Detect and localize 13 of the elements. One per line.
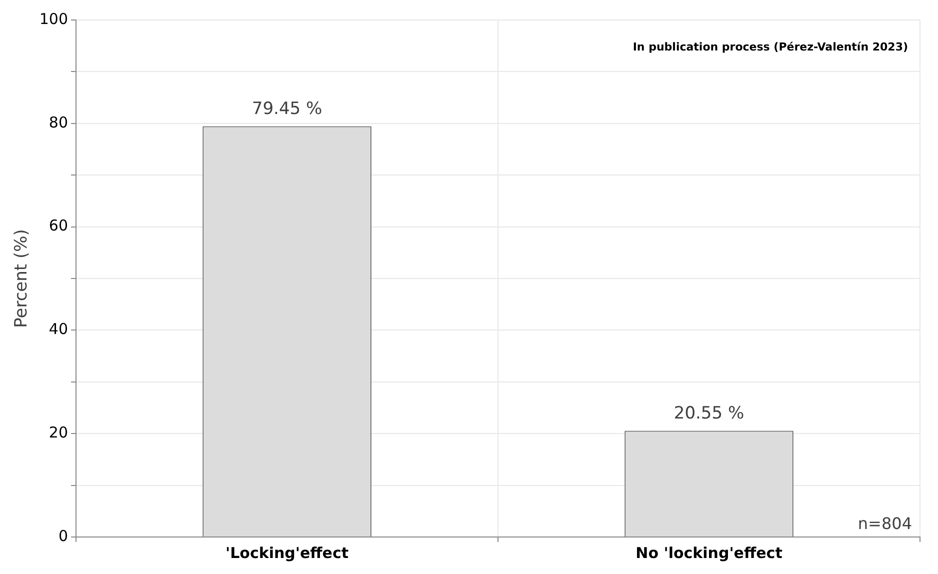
y-tick-label: 60 [48, 216, 68, 235]
y-tick-label: 0 [58, 526, 68, 545]
annotation: n=804 [858, 514, 912, 534]
annotation: In publication process (Pérez-Valentín 2023) [632, 40, 908, 54]
y-tick-label: 100 [39, 10, 68, 28]
y-tick-label: 40 [48, 320, 68, 338]
y-axis-title: Percent (%) [12, 229, 32, 328]
y-tick-label: 20 [48, 423, 68, 442]
data-label: 79.45 % [252, 99, 322, 120]
x-tick-label: No 'locking'effect [636, 544, 782, 562]
data-label: 20.55 % [674, 404, 744, 424]
x-tick-label: 'Locking'effect [226, 544, 349, 562]
y-tick-label: 80 [48, 113, 68, 132]
